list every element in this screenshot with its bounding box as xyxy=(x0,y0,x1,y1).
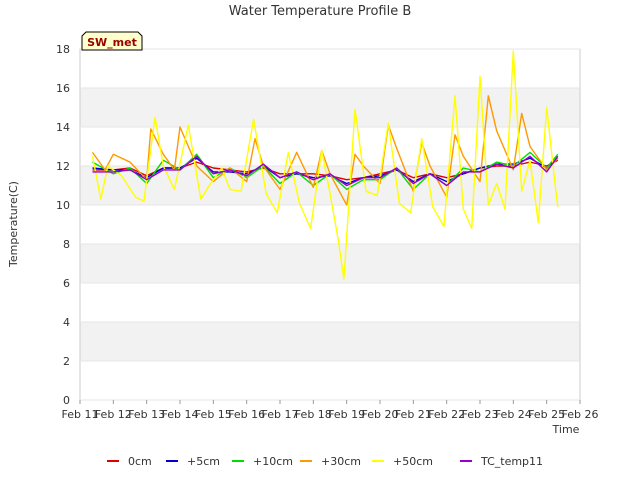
y-tick-label: 8 xyxy=(63,238,70,251)
grid-band xyxy=(80,88,580,127)
x-tick-label: Feb 21 xyxy=(395,408,432,421)
x-tick-label: Feb 22 xyxy=(428,408,465,421)
y-tick-label: 0 xyxy=(63,394,70,407)
x-tick-label: Feb 17 xyxy=(262,408,299,421)
grid-band xyxy=(80,244,580,283)
x-tick-label: Feb 24 xyxy=(495,408,532,421)
series-lines xyxy=(91,50,559,280)
y-tick-label: 12 xyxy=(56,160,70,173)
x-tick-label: Feb 26 xyxy=(562,408,599,421)
y-tick-label: 16 xyxy=(56,82,70,95)
y-tick-label: 4 xyxy=(63,316,70,329)
legend-label: +5cm xyxy=(187,455,220,468)
y-axis-ticks: 0 2 4 6 8 10 12 14 16 18 xyxy=(56,43,70,407)
x-tick-label: Feb 15 xyxy=(195,408,232,421)
site-badge-box xyxy=(81,31,143,51)
x-tick-label: Feb 16 xyxy=(228,408,265,421)
legend-label: +50cm xyxy=(393,455,433,468)
x-tick-label: Feb 18 xyxy=(295,408,332,421)
legend-label: TC_temp11 xyxy=(480,455,543,468)
x-tick-label: Feb 14 xyxy=(162,408,199,421)
x-tick-label: Feb 20 xyxy=(362,408,399,421)
legend: 0cm +5cm +10cm +30cm +50cm TC_temp11 xyxy=(107,455,543,468)
plot-background-bands xyxy=(80,88,580,361)
site-badge-label: SW_met xyxy=(87,36,137,49)
x-axis-label: Time xyxy=(552,423,580,436)
y-tick-label: 6 xyxy=(63,277,70,290)
legend-label: 0cm xyxy=(128,455,152,468)
chart-title: Water Temperature Profile B xyxy=(229,4,412,19)
x-tick-label: Feb 23 xyxy=(462,408,499,421)
x-tick-label: Feb 25 xyxy=(528,408,565,421)
y-tick-label: 18 xyxy=(56,43,70,56)
grid-band xyxy=(80,322,580,361)
y-tick-label: 14 xyxy=(56,121,70,134)
legend-label: +30cm xyxy=(321,455,361,468)
y-tick-label: 2 xyxy=(63,355,70,368)
site-badge: SW_met xyxy=(81,31,143,51)
y-tick-label: 10 xyxy=(56,199,70,212)
series-line-tc-temp11 xyxy=(92,155,559,187)
series-line--50cm xyxy=(91,50,559,280)
x-tick-label: Feb 19 xyxy=(328,408,365,421)
y-axis-label: Temperature(C) xyxy=(7,181,20,268)
x-tick-label: Feb 12 xyxy=(95,408,132,421)
x-tick-label: Feb 13 xyxy=(128,408,165,421)
x-tick-label: Feb 11 xyxy=(62,408,99,421)
legend-label: +10cm xyxy=(253,455,293,468)
